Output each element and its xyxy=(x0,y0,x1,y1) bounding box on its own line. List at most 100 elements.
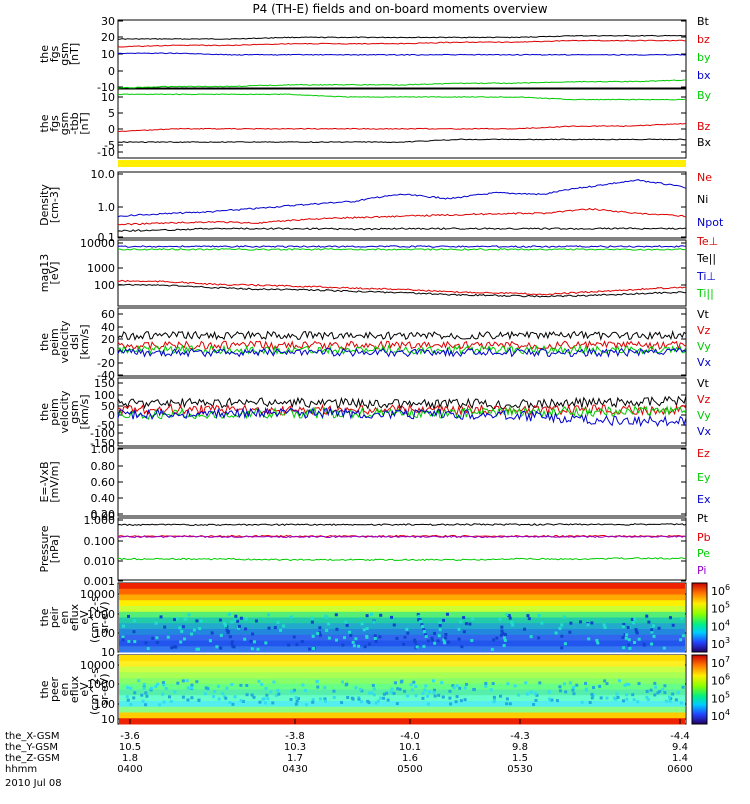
spectrogram-speck xyxy=(376,699,380,703)
spectrogram-speck xyxy=(460,645,464,649)
x-axis-value: -3.6 xyxy=(120,731,140,742)
series-line-Bz xyxy=(117,122,687,133)
spectrogram-speck xyxy=(144,703,148,707)
spectrogram-speck xyxy=(308,647,312,651)
spectrogram-speck xyxy=(603,679,607,683)
y-tick-label: 10000 xyxy=(80,588,115,601)
spectrogram-speck xyxy=(354,637,358,641)
spectrogram-speck xyxy=(560,646,564,650)
spectrogram-speck xyxy=(385,691,389,695)
y-axis-label-line: peim xyxy=(48,398,61,426)
spectrogram-speck xyxy=(396,687,400,691)
spectrogram-speck xyxy=(505,613,509,617)
spectrogram-speck xyxy=(500,629,504,633)
legend-entry-Te||: Te|| xyxy=(696,252,716,265)
spectrogram-speck xyxy=(159,615,163,619)
spectrogram-speck xyxy=(657,626,661,630)
spectrogram-speck xyxy=(251,632,255,636)
spectrogram-speck xyxy=(508,702,512,706)
series-line-Vx xyxy=(117,346,687,358)
spectrogram-speck xyxy=(219,646,223,650)
spectrogram-speck xyxy=(426,702,430,706)
spectrogram-speck xyxy=(332,689,336,693)
spectrogram-speck xyxy=(316,685,320,689)
panel-8: Pressure[nPa] 1.000 0.100 0.010 0.001 Pt Pb Pe P… xyxy=(38,512,711,588)
series-line-Vy xyxy=(117,405,687,421)
spectrogram-speck xyxy=(325,628,329,632)
spectrogram-speck xyxy=(534,698,538,702)
y-axis-label-line: E=-VxB xyxy=(38,461,51,502)
colorbar-tick-label: 105 xyxy=(711,690,730,705)
spectrogram-speck xyxy=(158,703,162,707)
spectrogram-speck xyxy=(462,630,466,634)
spectrogram-speck xyxy=(426,694,430,698)
spectrogram-speck xyxy=(656,691,660,695)
spectrogram-speck xyxy=(414,694,418,698)
spectrogram-speck xyxy=(199,619,203,623)
series-line-Ti|| xyxy=(117,248,687,251)
spectrogram-speck xyxy=(403,689,407,693)
spectrogram-speck xyxy=(671,692,675,696)
spectrogram-speck xyxy=(241,699,245,703)
y-tick-label: 10 xyxy=(101,713,115,726)
spectrogram-speck xyxy=(185,679,189,683)
y-axis-label-line: fgs xyxy=(48,45,61,62)
spectrogram-speck xyxy=(269,690,273,694)
spectrogram-speck xyxy=(558,689,562,693)
y-tick-label: 1000 xyxy=(87,678,115,691)
legend-entry-Ez: Ez xyxy=(697,447,710,460)
y-tick-label: 0.001 xyxy=(84,575,116,588)
spectrogram-speck xyxy=(301,683,305,687)
spectrogram-speck xyxy=(198,626,202,630)
spectrogram-speck xyxy=(635,631,639,635)
y-axis-label-line: [km/s] xyxy=(78,324,91,359)
y-tick-label: 10 xyxy=(101,91,115,104)
spectrogram-speck xyxy=(156,682,160,686)
spectrogram-speck xyxy=(231,702,235,706)
spectrogram-speck xyxy=(272,680,276,684)
spectrogram-speck xyxy=(245,683,249,687)
spectrogram-band xyxy=(119,606,685,613)
spectrogram-speck xyxy=(294,702,298,706)
spectrogram-speck xyxy=(121,635,125,639)
series-line-Pi xyxy=(117,535,687,539)
y-axis-label-line: sr-eV) xyxy=(98,601,111,633)
spectrogram-speck xyxy=(588,701,592,705)
spectrogram-speck xyxy=(590,692,594,696)
spectrogram-speck xyxy=(633,640,637,644)
spectrogram-speck xyxy=(676,691,680,695)
spectrogram-speck xyxy=(125,695,129,699)
spectrogram-speck xyxy=(562,682,566,686)
spectrogram-speck xyxy=(374,701,378,705)
spectrogram-speck xyxy=(161,681,165,685)
spectrogram-speck xyxy=(195,619,199,623)
panel-frame xyxy=(117,447,687,517)
spectrogram-speck xyxy=(424,635,428,639)
spectrogram-speck xyxy=(224,696,228,700)
spectrogram-speck xyxy=(560,623,564,627)
spectrogram-speck xyxy=(564,690,568,694)
spectrogram-speck xyxy=(261,697,265,701)
y-axis-label-line: fgs xyxy=(48,115,61,132)
y-tick-label: 100 xyxy=(94,627,115,640)
x-axis-value: -4.3 xyxy=(510,731,530,742)
spectrogram-speck xyxy=(529,690,533,694)
spectrogram-speck xyxy=(206,687,210,691)
spectrogram-speck xyxy=(127,614,131,618)
spectrogram-speck xyxy=(592,686,596,690)
spectrogram-speck xyxy=(547,690,551,694)
spectrogram-speck xyxy=(357,696,361,700)
spectrogram-speck xyxy=(505,702,509,706)
spectrogram-speck xyxy=(462,616,466,620)
spectrogram-speck xyxy=(433,631,437,635)
spectrogram-speck xyxy=(382,696,386,700)
spectrogram-speck xyxy=(426,639,430,643)
spectrogram-speck xyxy=(438,623,442,627)
spectrogram-speck xyxy=(457,637,461,641)
y-tick-label: -50 xyxy=(97,419,115,432)
spectrogram-speck xyxy=(310,620,314,624)
y-tick-label: 0.40 xyxy=(91,492,116,505)
spectrogram-speck xyxy=(181,625,185,629)
spectrogram-speck xyxy=(142,686,146,690)
spectrogram-speck xyxy=(681,685,685,689)
